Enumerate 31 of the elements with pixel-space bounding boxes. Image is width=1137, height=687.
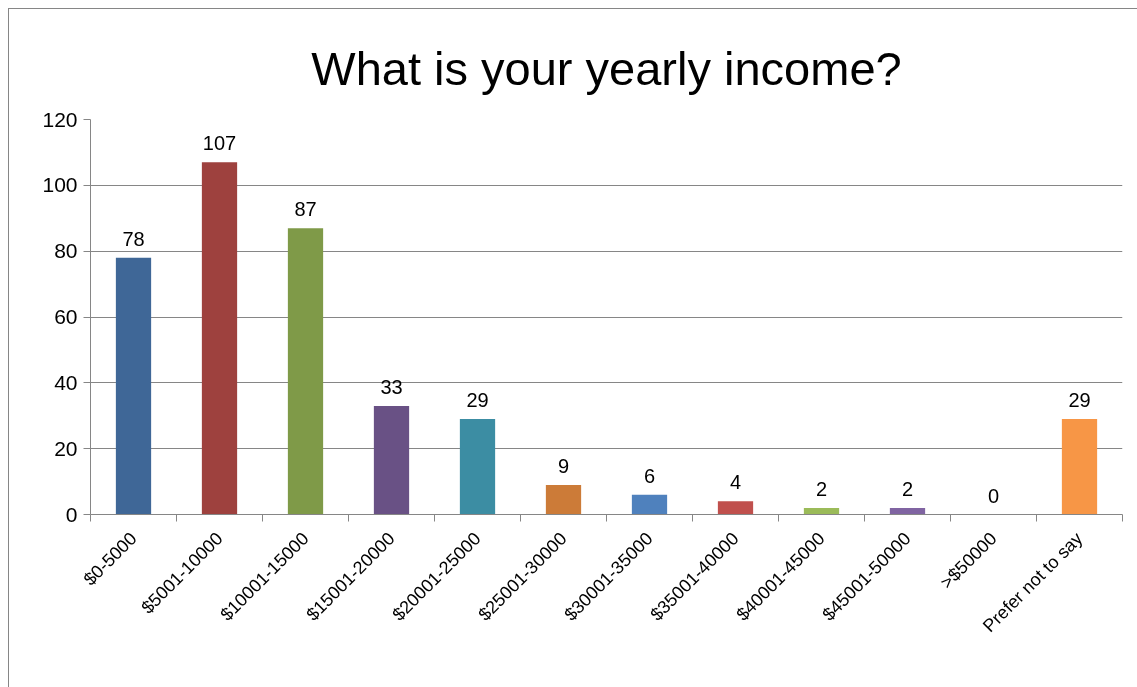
y-tick-label: 100 [42,173,78,197]
data-label: 29 [466,389,489,412]
chart-title: What is your yearly income? [311,41,902,95]
bar [631,494,668,515]
bar [459,419,496,515]
data-label: 2 [901,477,914,500]
data-label: 87 [294,198,317,221]
bar [287,228,324,515]
bar [1061,419,1098,515]
y-tick-label: 40 [54,370,78,394]
data-label: 2 [815,477,828,500]
y-tick-label: 60 [54,305,78,328]
data-label: 4 [729,471,742,494]
y-tick-label: 80 [54,239,78,263]
y-tick-label: 20 [54,436,78,460]
data-label: 29 [1068,389,1091,412]
data-label: 9 [557,454,570,477]
y-tick-label: 120 [42,107,78,131]
bar [115,257,152,515]
data-label: 6 [643,464,656,487]
data-label: 107 [202,132,237,155]
bar [545,484,582,515]
bar [803,507,840,515]
bar [889,507,926,515]
bar [373,405,410,515]
data-label: 78 [122,227,145,250]
y-tick-label: 0 [65,502,78,526]
bar [201,162,238,515]
data-label: 0 [987,484,1000,507]
data-label: 33 [380,375,403,398]
bar [717,501,754,515]
